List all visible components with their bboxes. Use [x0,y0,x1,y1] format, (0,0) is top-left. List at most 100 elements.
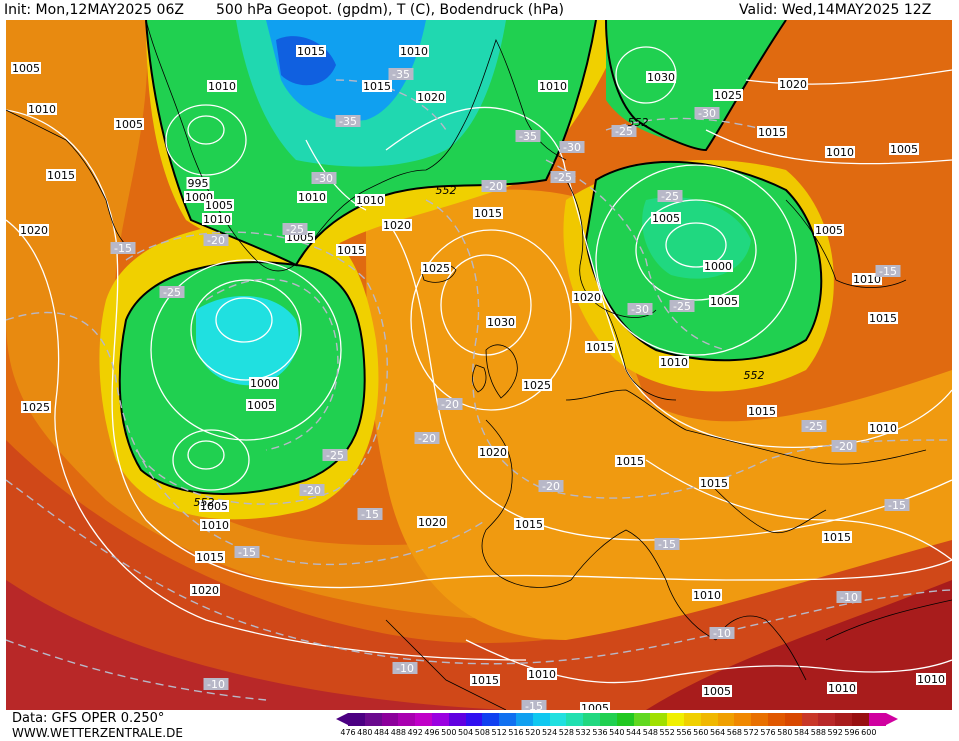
pressure-value: 1020 [573,291,601,304]
scale-swatch [499,713,516,726]
temperature-value: -15 [879,265,897,278]
pressure-value: 1015 [869,312,897,325]
temperature-label: -10 [836,591,862,604]
scale-value-label: 500 [441,728,457,737]
scale-value-label: 516 [508,728,524,737]
valid-time: Valid: Wed,14MAY2025 12Z [739,2,932,18]
pressure-value: 1010 [208,80,236,93]
scale-swatch [835,713,852,726]
geopotential-552-label: 552 [628,116,649,129]
temperature-label: -10 [203,678,229,691]
temperature-value: -15 [361,508,379,521]
scale-swatch [432,713,449,726]
pressure-value: 1020 [20,224,48,237]
temperature-label: -15 [110,242,136,255]
map-title: 500 hPa Geopot. (gpdm), T (C), Bodendruc… [216,2,564,18]
scale-swatch [532,713,550,726]
pressure-label: 1010 [827,682,857,695]
pressure-value: 1025 [22,401,50,414]
pressure-value: 1010 [693,589,721,602]
scale-value-label: 480 [357,728,373,737]
pressure-label: 1010 [527,668,557,681]
temperature-value: -30 [631,303,649,316]
temperature-label: -15 [234,546,260,559]
pressure-label: 1005 [889,143,919,156]
pressure-value: 1005 [890,143,918,156]
temperature-value: -20 [485,180,503,193]
pressure-value: 1010 [917,673,945,686]
pressure-label: 1005 [814,224,844,237]
scale-value-label: 600 [861,728,877,737]
temperature-label: -15 [654,538,680,551]
map-svg: 1005 1010 1005 1015 1020 995 1000 1005 1010 1010 1… [5,19,953,727]
temperature-label: -15 [357,508,383,521]
pressure-value: 1005 [115,118,143,131]
scale-value-label: 488 [390,728,407,737]
pressure-label: 1020 [190,584,220,597]
pressure-label: 1010 [200,519,230,532]
temperature-value: -25 [615,125,633,138]
temperature-label: -20 [203,234,229,247]
data-source: Data: GFS OPER 0.250° [12,711,165,726]
scale-swatch [818,713,836,726]
temperature-value: -20 [441,398,459,411]
pressure-label: 1010 [659,356,689,369]
temperature-value: -25 [286,223,304,236]
scale-value-label: 484 [373,728,390,737]
temperature-label: -20 [538,480,564,493]
pressure-value: 1010 [869,422,897,435]
pressure-value: 1000 [250,377,278,390]
pressure-label: 1015 [585,341,615,354]
pressure-label: 1015 [46,169,76,182]
temperature-label: 552 [628,116,649,129]
temperature-label: -15 [884,499,910,512]
scale-swatch [751,713,768,726]
pressure-value: 1020 [479,446,507,459]
pressure-value: 1015 [823,531,851,544]
pressure-value: 1015 [363,80,391,93]
geopotential-552-label: 552 [194,496,215,509]
pressure-value: 1010 [826,146,854,159]
pressure-label: 1010 [202,213,232,226]
pressure-label: 1020 [478,446,508,459]
scale-value-label: 592 [827,728,843,737]
pressure-label: 1005 [199,500,229,513]
temperature-value: -30 [563,141,581,154]
pressure-value: 1020 [417,91,445,104]
pressure-value: 1005 [200,500,228,513]
temperature-value: -35 [519,130,537,143]
temperature-label: -10 [392,662,418,675]
temperature-label: -25 [611,125,637,138]
scale-swatch [852,713,869,726]
pressure-value: 995 [188,177,209,190]
pressure-label: 1010 [538,80,568,93]
pressure-value: 1010 [400,45,428,58]
geopotential-552-label: 552 [436,184,457,197]
pressure-label: 1010 [297,191,327,204]
scale-swatch [415,713,432,726]
scale-swatch [364,713,382,726]
pressure-value: 1020 [191,584,219,597]
scale-swatch [768,713,785,726]
temperature-value: -25 [805,420,823,433]
pressure-label: 1025 [421,262,451,275]
scale-value-label: 508 [474,728,491,737]
temperature-value: -25 [673,300,691,313]
pressure-label: 1025 [21,401,51,414]
scale-swatch [381,713,399,726]
pressure-label: 995 [186,177,210,190]
map-header: Init: Mon,12MAY2025 06Z 500 hPa Geopot. … [0,0,959,20]
scale-value-label: 576 [760,728,776,737]
scale-value-label: 496 [424,728,440,737]
temperature-value: -30 [698,107,716,120]
pressure-value: 1015 [297,45,325,58]
temperature-value: -25 [554,171,572,184]
pressure-label: 1010 [868,422,898,435]
contour-552-north [145,19,597,267]
pressure-value: 1020 [383,219,411,232]
temperature-label: -25 [550,171,576,184]
temperature-label: -20 [481,180,507,193]
scale-swatch [784,713,802,726]
pressure-value: 1005 [581,702,609,710]
pressure-value: 1010 [28,103,56,116]
